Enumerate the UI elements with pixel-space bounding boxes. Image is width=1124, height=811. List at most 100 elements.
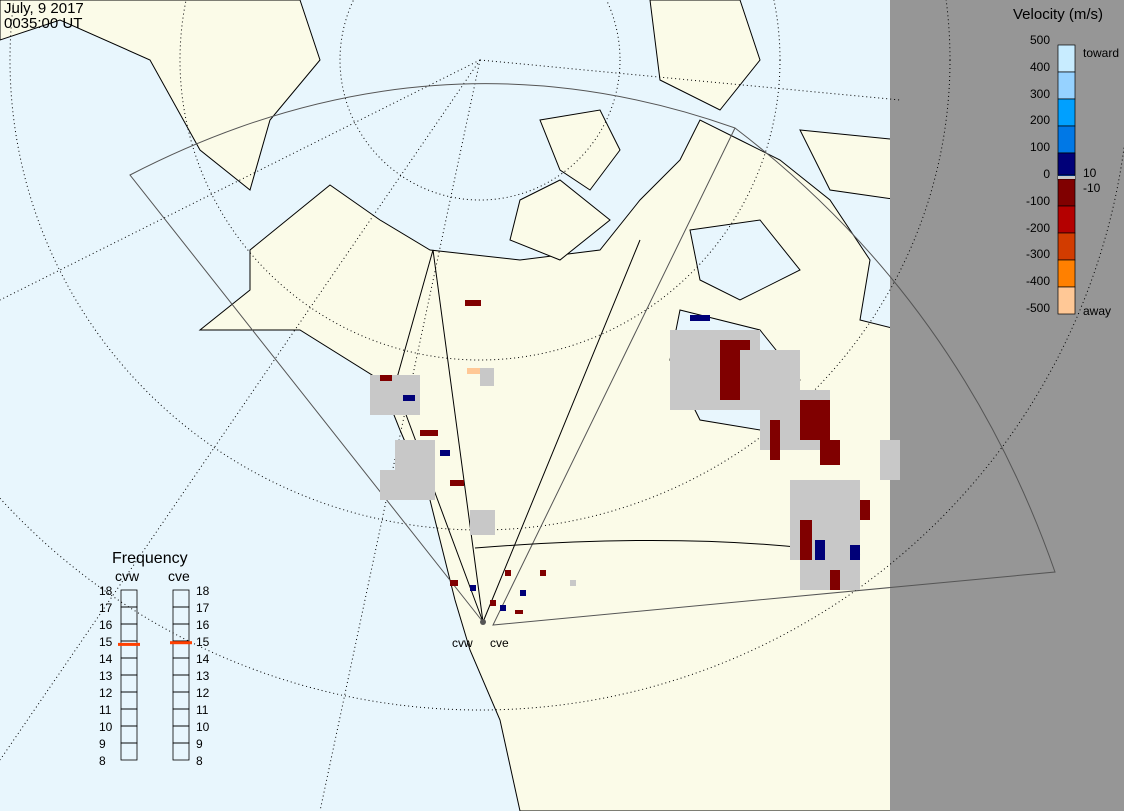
velocity-cell — [470, 510, 495, 535]
velocity-cell — [450, 480, 464, 486]
velocity-cell — [540, 570, 546, 576]
velocity-cell — [440, 450, 450, 456]
radar-site-marker — [480, 619, 486, 625]
velocity-cell — [465, 300, 481, 306]
velocity-cell — [403, 395, 415, 401]
legend-title: Velocity (m/s) — [1013, 6, 1104, 23]
frequency-cell — [120, 589, 138, 608]
velocity-cell — [570, 580, 576, 586]
velocity-cell — [815, 540, 825, 560]
frequency-tick: 15 — [196, 635, 210, 649]
frequency-tick: 10 — [196, 720, 210, 734]
velocity-cell — [820, 440, 840, 465]
colorbar-tick: -500 — [1025, 301, 1050, 315]
frequency-cell — [172, 742, 190, 761]
frequency-tick: 18 — [99, 584, 113, 598]
frequency-cell — [120, 606, 138, 625]
velocity-cell — [860, 500, 870, 520]
colorbar-tick: -400 — [1025, 274, 1050, 289]
frequency-cell — [120, 742, 138, 761]
gs-upper-label: 10 — [1083, 166, 1097, 180]
frequency-cell — [172, 589, 190, 608]
frequency-tick: 8 — [196, 754, 203, 768]
colorbar-tick: -200 — [1025, 220, 1050, 235]
velocity-colorbar — [1057, 44, 1076, 315]
frequency-tick: 9 — [196, 737, 203, 751]
velocity-cell — [380, 470, 410, 500]
velocity-cell — [515, 610, 523, 614]
velocity-cell — [480, 368, 494, 386]
velocity-cell — [690, 315, 710, 321]
frequency-tick: 9 — [99, 737, 106, 751]
velocity-cell — [470, 585, 476, 591]
time-label: 0035:00 UT — [4, 15, 83, 32]
frequency-cell — [120, 657, 138, 676]
frequency-title: Frequency — [112, 550, 188, 567]
velocity-cells — [370, 300, 900, 614]
colorbar-segment — [1057, 232, 1076, 261]
colorbar-segment — [1057, 152, 1076, 176]
toward-label: toward — [1083, 46, 1120, 60]
velocity-cell — [880, 440, 900, 480]
colorbar-tick: 100 — [1029, 140, 1050, 155]
colorbar-tick: 0 — [1043, 167, 1050, 181]
colorbar-segment — [1057, 286, 1076, 315]
frequency-tick: 11 — [99, 703, 112, 717]
site-label-cvw: cvw — [452, 636, 473, 650]
colorbar-segment — [1057, 178, 1076, 207]
frequency-cell — [120, 674, 138, 693]
frequency-cell — [172, 725, 190, 744]
cve-frequency-marker — [170, 641, 192, 645]
frequency-tick: 12 — [99, 686, 113, 700]
colorbar-tick: 300 — [1029, 86, 1050, 101]
colorbar-segment — [1057, 259, 1076, 288]
velocity-cell — [420, 430, 438, 436]
velocity-cell — [500, 605, 506, 611]
gs-lower-label: -10 — [1083, 181, 1101, 195]
away-label: away — [1083, 304, 1112, 318]
frequency-cell — [120, 725, 138, 744]
frequency-cell — [172, 708, 190, 727]
frequency-tick: 18 — [196, 584, 210, 598]
frequency-tick: 17 — [196, 601, 210, 615]
frequency-tick: 14 — [196, 652, 210, 666]
velocity-cell — [505, 570, 511, 576]
velocity-cell — [770, 420, 780, 460]
velocity-cell — [450, 580, 458, 586]
velocity-cell — [520, 590, 526, 596]
frequency-panel: 18 17 16 15 14 13 12 11 10 9 8 18 17 16 15 14 13 12 11 10 9 8 — [99, 584, 210, 768]
velocity-cell — [380, 375, 392, 381]
frequency-cell — [172, 657, 190, 676]
site-label-cve: cve — [490, 636, 509, 650]
frequency-cell — [120, 623, 138, 642]
frequency-tick: 11 — [196, 703, 209, 717]
colorbar-segment — [1057, 125, 1076, 154]
colorbar-segment — [1057, 71, 1076, 100]
frequency-tick: 16 — [196, 618, 210, 632]
date-label: July, 9 2017 — [4, 0, 84, 17]
cvw-freq-label: cvw — [115, 568, 140, 584]
frequency-cell — [120, 691, 138, 710]
frequency-tick: 13 — [99, 669, 113, 683]
velocity-cell — [490, 600, 496, 606]
frequency-tick: 14 — [99, 652, 113, 666]
frequency-tick: 15 — [99, 635, 113, 649]
frequency-tick: 10 — [99, 720, 113, 734]
colorbar-tick: -300 — [1025, 247, 1050, 262]
frequency-tick: 13 — [196, 669, 210, 683]
groundscatter-swatch — [1058, 176, 1075, 179]
colorbar-tick: -100 — [1025, 193, 1050, 208]
velocity-cell — [830, 570, 840, 590]
cvw-frequency-marker — [118, 642, 140, 646]
frequency-tick: 8 — [99, 754, 106, 768]
colorbar-tick: 400 — [1029, 59, 1050, 74]
colorbar-tick: 500 — [1029, 33, 1050, 47]
colorbar-segment — [1057, 44, 1076, 73]
colorbar-segment — [1057, 98, 1076, 127]
frequency-cell — [172, 623, 190, 642]
cve-freq-label: cve — [168, 568, 190, 584]
frequency-cell — [172, 674, 190, 693]
frequency-cell — [172, 691, 190, 710]
